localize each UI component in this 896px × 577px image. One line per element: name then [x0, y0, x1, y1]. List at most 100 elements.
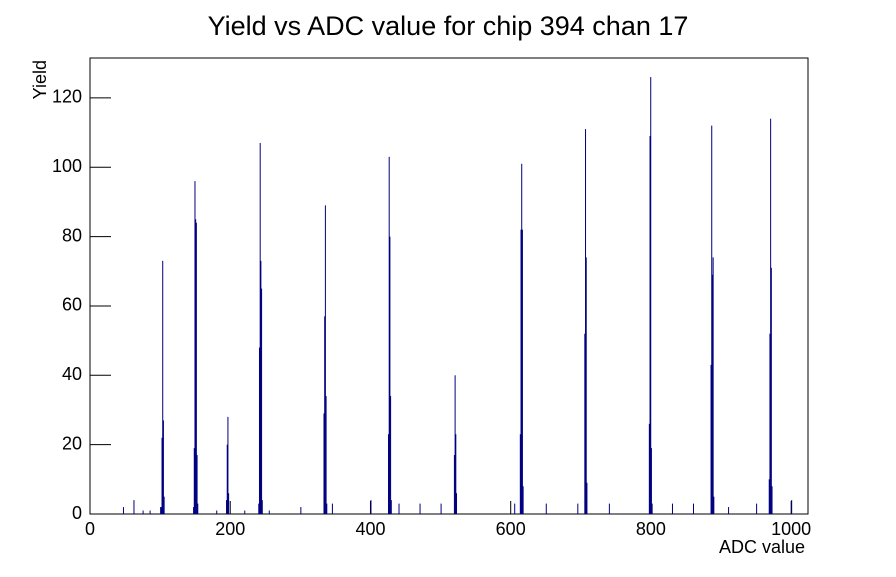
- bin: [324, 316, 326, 514]
- bin: [710, 364, 712, 514]
- bin: [456, 493, 458, 514]
- bin: [650, 448, 652, 514]
- bin: [768, 479, 770, 514]
- bin: [711, 125, 713, 514]
- bin: [585, 129, 587, 514]
- bin: [521, 229, 523, 514]
- bin: [770, 118, 772, 514]
- bin: [756, 503, 758, 514]
- bin: [728, 507, 730, 514]
- bin: [195, 219, 197, 515]
- bin: [196, 455, 198, 514]
- bin: [244, 510, 246, 514]
- bin: [122, 507, 124, 514]
- y-axis-title: Yield: [30, 60, 50, 99]
- bin: [648, 423, 650, 514]
- bin: [545, 503, 547, 514]
- bin: [650, 77, 652, 515]
- y-tick-label: 100: [52, 156, 82, 176]
- bin: [197, 503, 199, 514]
- bin: [671, 503, 673, 514]
- bin: [149, 510, 151, 514]
- x-tick-label: 0: [85, 519, 95, 539]
- x-axis-title: ADC value: [719, 537, 805, 557]
- chart-title: Yield vs ADC value for chip 394 chan 17: [208, 11, 689, 41]
- bin: [711, 274, 713, 514]
- bin: [693, 503, 695, 514]
- bin: [259, 142, 261, 514]
- bin: [226, 444, 228, 514]
- bin: [331, 503, 333, 514]
- bin: [419, 503, 421, 514]
- bin: [160, 507, 162, 514]
- bin: [522, 486, 524, 514]
- bin: [454, 375, 456, 514]
- bin: [228, 493, 230, 514]
- bin: [268, 510, 270, 514]
- bin: [326, 503, 328, 514]
- bin: [440, 503, 442, 514]
- bin: [193, 448, 195, 514]
- bin: [390, 500, 392, 514]
- bin: [142, 510, 144, 514]
- bin: [713, 496, 715, 514]
- bin: [160, 507, 162, 514]
- y-tick-label: 60: [62, 295, 82, 315]
- bin: [258, 347, 260, 514]
- bin: [608, 503, 610, 514]
- bin: [258, 503, 260, 514]
- bin: [216, 510, 218, 514]
- bin: [193, 507, 195, 514]
- bin: [398, 503, 400, 514]
- bin: [455, 434, 457, 514]
- bin: [390, 396, 392, 514]
- bin: [162, 420, 164, 514]
- bin: [195, 222, 197, 514]
- plot-frame: [89, 57, 809, 515]
- bin: [388, 156, 390, 514]
- bin: [577, 503, 579, 514]
- x-tick-label: 800: [636, 519, 666, 539]
- x-tick-label: 1000: [771, 519, 811, 539]
- bin: [514, 503, 516, 514]
- bin: [323, 413, 325, 514]
- y-tick-label: 120: [52, 87, 82, 107]
- bin: [584, 333, 586, 514]
- bin: [649, 136, 651, 514]
- bin: [453, 455, 455, 514]
- bin: [324, 205, 326, 515]
- bin: [227, 416, 229, 514]
- bin: [325, 396, 327, 514]
- bin: [651, 503, 653, 514]
- bin: [585, 257, 587, 514]
- y-tick-label: 40: [62, 364, 82, 384]
- bin: [387, 434, 389, 514]
- bin: [133, 500, 135, 514]
- bin: [194, 181, 196, 514]
- bin: [261, 500, 263, 514]
- bin: [770, 267, 772, 514]
- x-tick-label: 600: [496, 519, 526, 539]
- y-tick-label: 20: [62, 433, 82, 453]
- bin: [260, 260, 262, 514]
- y-tick-label: 0: [72, 503, 82, 523]
- bin: [261, 288, 263, 514]
- bin: [521, 163, 523, 514]
- bin: [162, 260, 164, 514]
- bin: [586, 482, 588, 514]
- bin: [771, 486, 773, 514]
- x-tick-label: 400: [355, 519, 385, 539]
- bin: [370, 500, 372, 514]
- y-tick-label: 80: [62, 225, 82, 245]
- bin: [226, 500, 228, 514]
- bin: [163, 496, 165, 514]
- bin: [300, 507, 302, 514]
- bin: [161, 437, 163, 514]
- bin: [712, 257, 714, 514]
- bin: [389, 236, 391, 514]
- x-tick-label: 200: [215, 519, 245, 539]
- bin: [520, 229, 522, 514]
- bin: [519, 434, 521, 514]
- bin: [769, 333, 771, 514]
